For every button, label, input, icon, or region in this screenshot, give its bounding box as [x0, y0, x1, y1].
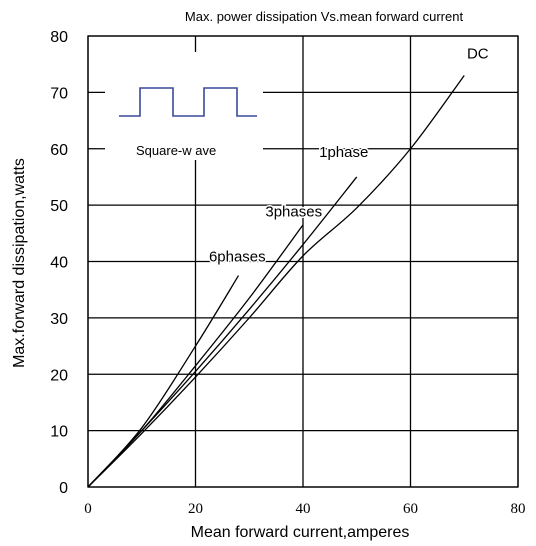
series-line-dc	[87, 75, 465, 488]
tick-labels: 0 20 40 60 80 0 10 20 30 40 50 60 70 80	[50, 29, 525, 517]
series-line-3phases	[87, 224, 304, 488]
series-label-dc: DC	[467, 46, 489, 63]
plot-border	[87, 35, 519, 488]
y-tick-label: 10	[50, 424, 68, 441]
series-lines	[87, 75, 465, 488]
y-tick-label: 50	[50, 198, 68, 215]
series-line-6phases	[87, 275, 240, 488]
series-label-3phases: 3phases	[265, 203, 322, 220]
y-tick-label: 60	[50, 142, 68, 159]
x-tick-label: 0	[84, 501, 92, 517]
y-tick-label: 40	[50, 255, 68, 272]
square-wave-icon	[119, 87, 257, 117]
x-tick-label: 60	[403, 501, 418, 517]
inset-label: Square-w ave	[136, 143, 216, 158]
chart-title: Max. power dissipation Vs.mean forward c…	[185, 9, 464, 24]
y-tick-label: 20	[50, 367, 68, 384]
series-label-6phases: 6phases	[209, 249, 266, 266]
y-axis-label: Max.forward dissipation,watts	[11, 158, 28, 368]
y-tick-label: 30	[50, 311, 68, 328]
y-tick-label: 0	[59, 480, 68, 497]
y-tick-label: 80	[50, 29, 68, 46]
x-tick-label: 80	[511, 501, 526, 517]
x-tick-label: 20	[188, 501, 203, 517]
x-tick-label: 40	[296, 501, 311, 517]
x-axis-label: Mean forward current,amperes	[191, 524, 410, 541]
square-wave-inset: Square-w ave	[105, 52, 263, 160]
series-label-1phase: 1phase	[319, 144, 368, 161]
series-labels: DC 1phase 3phases 6phases	[207, 44, 490, 267]
y-tick-label: 70	[50, 85, 68, 102]
